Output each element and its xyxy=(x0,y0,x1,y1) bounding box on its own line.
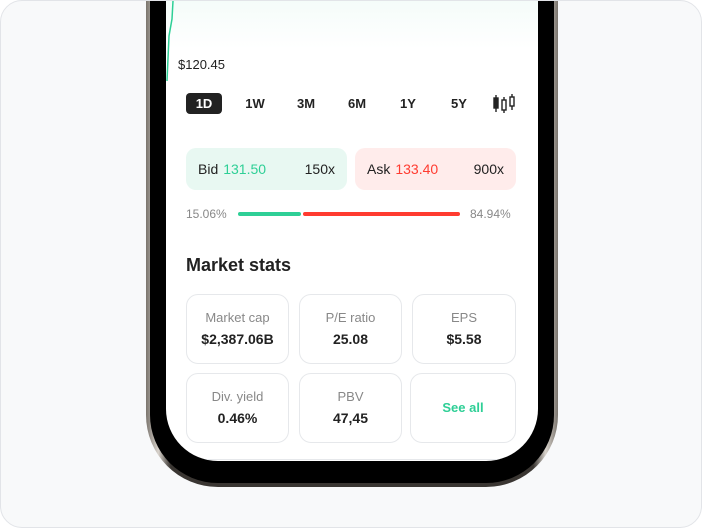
stat-value: 25.08 xyxy=(332,331,369,347)
ask-size: 900x xyxy=(473,161,504,177)
bid-price: 131.50 xyxy=(223,161,267,177)
stat-value: $2,387.06B xyxy=(201,331,274,347)
candlestick-icon[interactable] xyxy=(492,93,516,114)
see-all-button[interactable]: See all xyxy=(410,373,516,443)
divider xyxy=(166,459,538,460)
stat-pe-ratio: P/E ratio 25.08 xyxy=(299,294,402,364)
stat-value: 0.46% xyxy=(217,410,258,426)
phone-screen: $120.45 1D 1W 3M 6M 1Y 5Y Bid 131.50 150… xyxy=(166,1,538,461)
bid-percent: 15.06% xyxy=(186,207,227,221)
price-line xyxy=(166,1,174,81)
stat-div-yield: Div. yield 0.46% xyxy=(186,373,289,443)
tab-1d[interactable]: 1D xyxy=(186,93,222,114)
stat-label: PBV xyxy=(337,389,364,404)
tab-5y[interactable]: 5Y xyxy=(451,96,467,111)
ask-price: 133.40 xyxy=(395,161,439,177)
see-all-label: See all xyxy=(442,400,484,415)
stat-value: 47,45 xyxy=(332,410,369,426)
price-label: $120.45 xyxy=(178,57,225,72)
stat-eps: EPS $5.58 xyxy=(412,294,516,364)
bid-box[interactable]: Bid 131.50 150x xyxy=(186,148,347,190)
timeframe-tabs: 1D 1W 3M 6M 1Y 5Y xyxy=(186,93,516,114)
bid-label: Bid xyxy=(198,161,219,177)
bid-depth-bar xyxy=(238,212,301,216)
market-stats-title: Market stats xyxy=(186,255,292,275)
ask-label: Ask xyxy=(367,161,391,177)
stat-pbv: PBV 47,45 xyxy=(299,373,402,443)
ask-box[interactable]: Ask 133.40 900x xyxy=(355,148,516,190)
tab-1y[interactable]: 1Y xyxy=(400,96,416,111)
stat-market-cap: Market cap $2,387.06B xyxy=(186,294,289,364)
tab-1w[interactable]: 1W xyxy=(245,96,265,111)
tab-6m[interactable]: 6M xyxy=(347,96,367,111)
ask-percent: 84.94% xyxy=(470,207,511,221)
stat-label: P/E ratio xyxy=(325,310,376,325)
stat-value: $5.58 xyxy=(446,331,482,347)
phone-frame: $120.45 1D 1W 3M 6M 1Y 5Y Bid 131.50 150… xyxy=(146,1,558,487)
ask-depth-bar xyxy=(303,212,460,216)
price-chart xyxy=(166,1,538,49)
stat-label: EPS xyxy=(450,310,477,325)
stat-label: Div. yield xyxy=(211,389,264,404)
phone-bezel: $120.45 1D 1W 3M 6M 1Y 5Y Bid 131.50 150… xyxy=(150,1,554,483)
bid-size: 150x xyxy=(304,161,335,177)
stat-label: Market cap xyxy=(205,310,270,325)
tab-3m[interactable]: 3M xyxy=(296,96,316,111)
